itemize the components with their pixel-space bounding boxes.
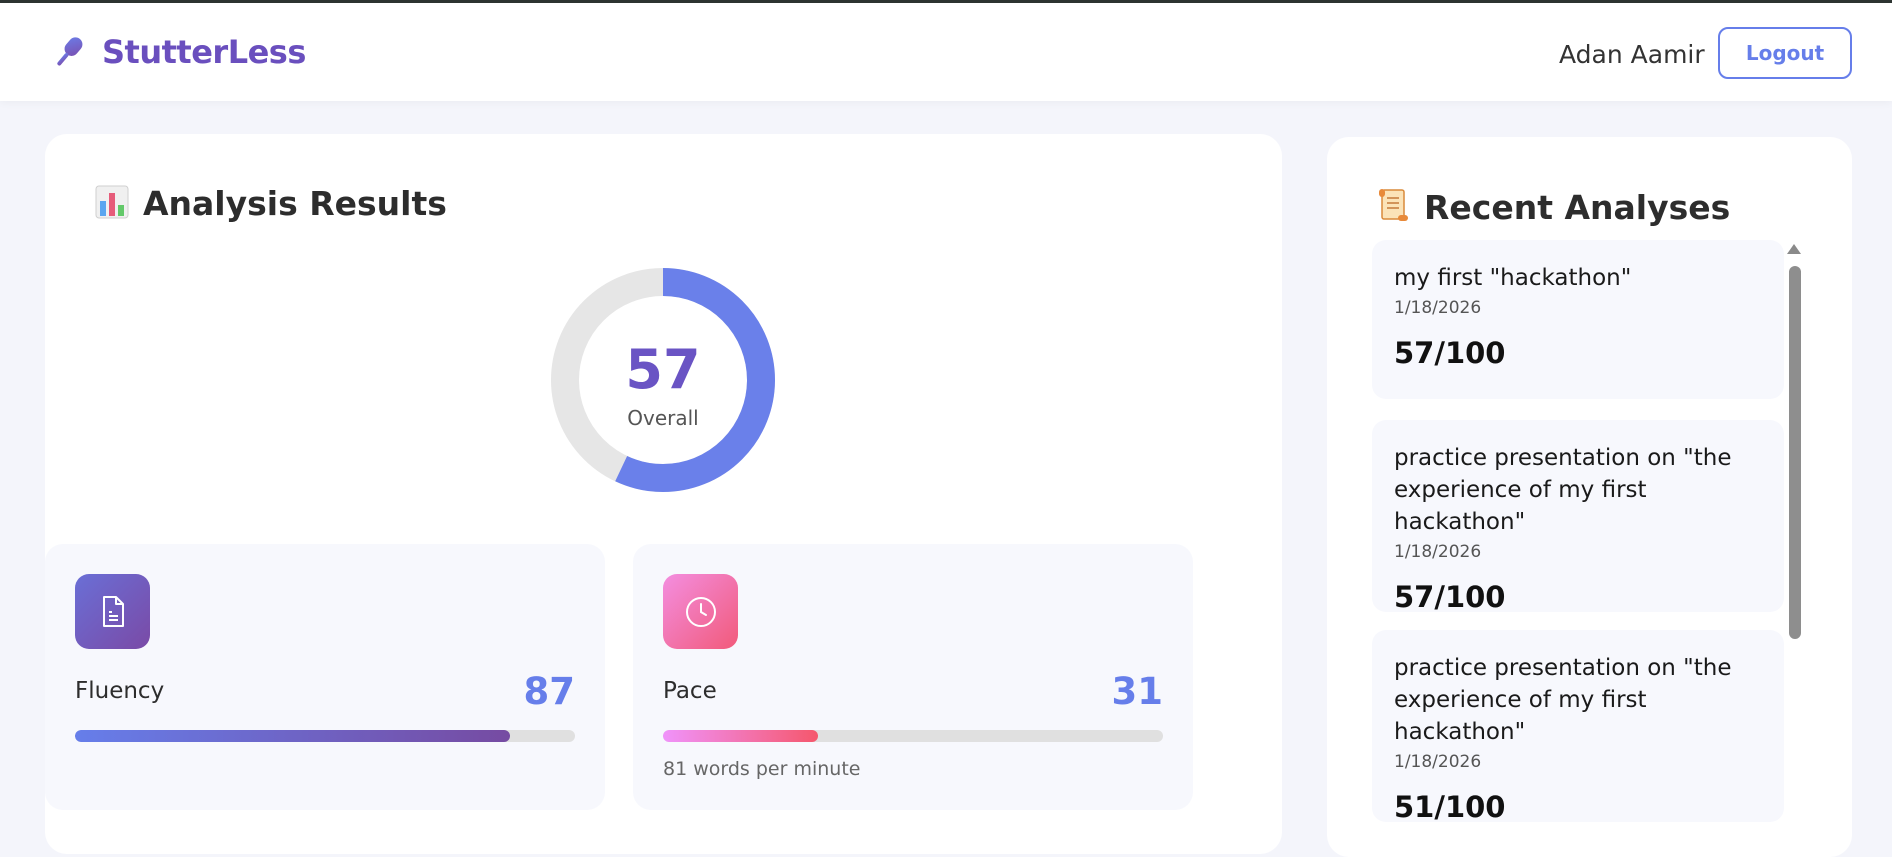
scroll-up-arrow[interactable] (1787, 244, 1801, 254)
brand-name: StutterLess (102, 33, 306, 71)
analysis-item-date: 1/18/2026 (1394, 298, 1482, 318)
donut-progress (551, 268, 775, 492)
window-top-border (0, 0, 1892, 3)
analysis-item-score: 57/100 (1394, 336, 1506, 370)
fluency-value: 87 (523, 670, 576, 713)
scrollbar-thumb[interactable] (1789, 266, 1801, 639)
fluency-label: Fluency (75, 678, 165, 704)
list-item[interactable]: my first "hackathon" 1/18/2026 57/100 (1372, 240, 1784, 399)
fluency-progress-track (75, 730, 575, 742)
analysis-item-score: 51/100 (1394, 790, 1506, 824)
document-icon (75, 574, 150, 649)
pace-label: Pace (663, 678, 717, 704)
list-item[interactable]: practice presentation on "the experience… (1372, 630, 1784, 824)
analysis-item-date: 1/18/2026 (1394, 542, 1482, 562)
brand[interactable]: StutterLess (50, 33, 306, 71)
analysis-item-title: practice presentation on "the experience… (1394, 655, 1732, 745)
pace-progress-fill (663, 730, 818, 742)
pace-value: 31 (1111, 670, 1164, 713)
scroll-icon (1376, 187, 1410, 227)
microphone-icon (50, 33, 88, 71)
analysis-item-title: practice presentation on "the experience… (1394, 445, 1732, 535)
fluency-progress-fill (75, 730, 510, 742)
recent-analyses-list[interactable]: my first "hackathon" 1/18/2026 57/100 pr… (1372, 240, 1790, 840)
overall-score-donut (551, 268, 775, 492)
recent-analyses-heading: Recent Analyses (1376, 187, 1730, 227)
app-header: StutterLess Adan Aamir Logout (0, 3, 1892, 101)
logout-button[interactable]: Logout (1718, 27, 1852, 79)
fluency-metric-card: Fluency 87 (45, 544, 605, 810)
pace-subtext: 81 words per minute (663, 758, 861, 780)
pace-progress-track (663, 730, 1163, 742)
recent-analyses-title: Recent Analyses (1424, 187, 1731, 227)
list-item[interactable]: practice presentation on "the experience… (1372, 420, 1784, 614)
bar-chart-icon (95, 185, 129, 223)
analysis-item-date: 1/18/2026 (1394, 752, 1482, 772)
overall-score-label: Overall (627, 406, 699, 430)
analysis-item-title: my first "hackathon" (1394, 265, 1632, 291)
overall-score-value: 57 (625, 338, 701, 401)
clock-icon (663, 574, 738, 649)
recent-analyses-card: Recent Analyses my first "hackathon" 1/1… (1327, 137, 1852, 857)
user-name: Adan Aamir (1559, 40, 1705, 69)
pace-metric-card: Pace 31 81 words per minute (633, 544, 1193, 810)
analysis-item-score: 57/100 (1394, 580, 1506, 614)
analysis-results-title: Analysis Results (143, 184, 447, 223)
analysis-results-heading: Analysis Results (95, 184, 447, 223)
